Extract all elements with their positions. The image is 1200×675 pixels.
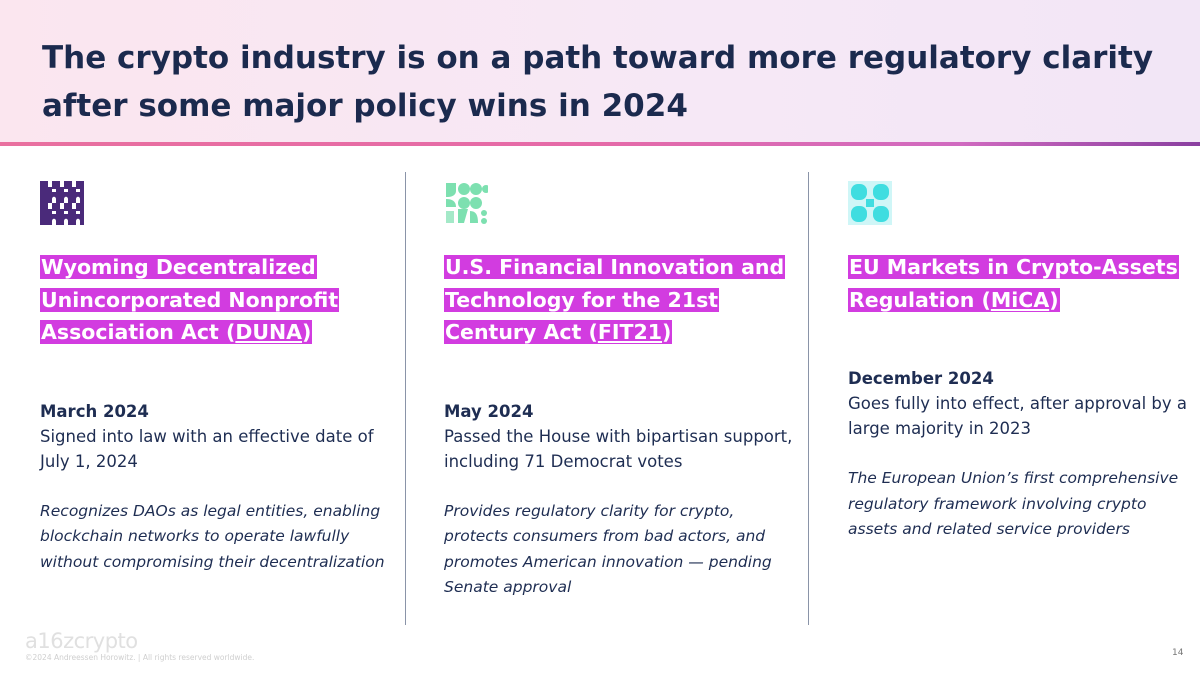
column-duna: Wyoming Decentralized Unincorporated Non… xyxy=(40,181,390,575)
column-divider xyxy=(405,172,406,625)
act-date: May 2024 xyxy=(444,401,534,421)
header-band xyxy=(0,0,1200,143)
act-summary: Provides regulatory clarity for crypto, … xyxy=(444,501,772,597)
green-pattern-icon xyxy=(446,183,490,224)
column-mica: EU Markets in Crypto-Assets Regulation (… xyxy=(848,181,1198,543)
act-heading: Wyoming Decentralized Unincorporated Non… xyxy=(40,255,340,344)
cyan-pattern-icon xyxy=(848,181,892,225)
act-status: Goes fully into effect, after approval b… xyxy=(848,394,1188,438)
copyright-text: ©2024 Andreessen Horowitz. | All rights … xyxy=(25,653,255,662)
act-summary: The European Union’s first comprehensive… xyxy=(848,469,1179,538)
act-date: March 2024 xyxy=(40,401,149,421)
header-rule xyxy=(0,142,1200,146)
act-status: Passed the House with bipartisan support… xyxy=(444,426,793,471)
page-number: 14 xyxy=(1172,648,1184,658)
act-heading: U.S. Financial Innovation and Technology… xyxy=(444,255,786,344)
a16zcrypto-logo: a16zcrypto xyxy=(25,629,138,653)
act-abbreviation-link[interactable]: DUNA xyxy=(235,320,303,344)
column-divider xyxy=(808,172,809,625)
act-summary: Recognizes DAOs as legal entities, enabl… xyxy=(40,501,385,571)
act-status: Signed into law with an effective date o… xyxy=(40,426,374,471)
act-abbreviation-link[interactable]: FIT21 xyxy=(597,320,663,344)
act-abbreviation-link[interactable]: MiCA xyxy=(990,287,1050,312)
act-date: December 2024 xyxy=(848,369,994,388)
slide-title: The crypto industry is on a path toward … xyxy=(42,40,1154,124)
column-fit21: U.S. Financial Innovation and Technology… xyxy=(444,181,794,601)
purple-pattern-icon xyxy=(40,181,84,225)
act-heading: EU Markets in Crypto-Assets Regulation (… xyxy=(848,255,1179,312)
